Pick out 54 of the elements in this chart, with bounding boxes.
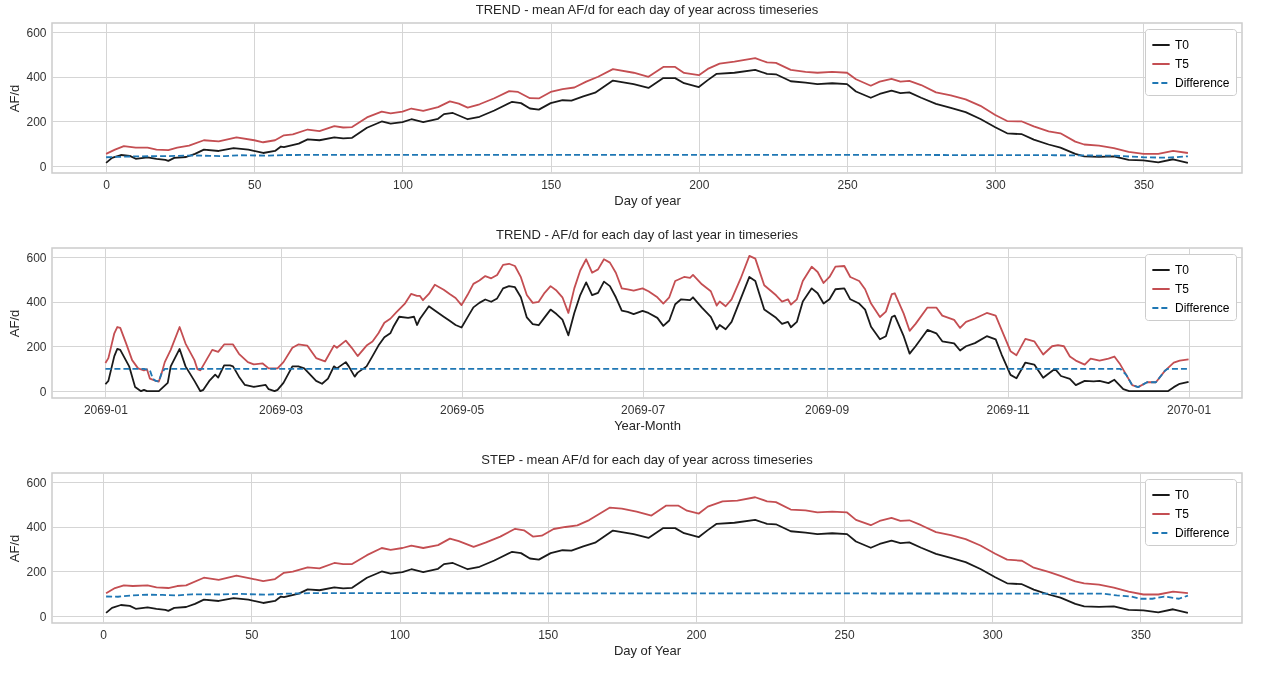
- x-tick-label: 2069-07: [621, 402, 666, 417]
- line-series: [104, 367, 1190, 389]
- y-tick-label: 400: [26, 295, 47, 310]
- x-tick-label: 2069-01: [83, 402, 129, 417]
- x-tick-label: 150: [541, 177, 562, 192]
- legend-label: Difference: [1175, 526, 1230, 540]
- legend-label: T5: [1175, 282, 1190, 296]
- x-tick-label: 0: [100, 627, 108, 642]
- x-tick-label: 50: [248, 177, 262, 192]
- x-axis-title: Day of Year: [613, 642, 682, 658]
- y-tick-label: 200: [26, 339, 47, 354]
- y-tick-label: 0: [39, 384, 47, 399]
- x-tick-label: 50: [245, 627, 259, 642]
- legend-label: T0: [1175, 488, 1190, 502]
- legend-label: T5: [1175, 507, 1190, 521]
- chart-title: TREND - AF/d for each day of last year in timeseries: [496, 227, 799, 242]
- x-tick-label: 2069-03: [258, 402, 304, 417]
- y-axis-title: AF/d: [7, 84, 23, 113]
- x-tick-label: 250: [837, 177, 858, 192]
- y-axis-title: AF/d: [7, 309, 23, 338]
- y-axis-title: AF/d: [7, 534, 23, 563]
- x-tick-label: 150: [538, 627, 559, 642]
- x-axis-title: Day of year: [614, 192, 682, 208]
- x-tick-label: 2069-11: [986, 402, 1030, 417]
- legend-label: Difference: [1175, 76, 1230, 90]
- x-tick-label: 200: [689, 177, 710, 192]
- y-tick-label: 0: [39, 609, 47, 624]
- legend-label: T0: [1175, 38, 1190, 52]
- y-tick-label: 400: [26, 70, 47, 85]
- x-tick-label: 2069-09: [805, 402, 850, 417]
- x-tick-label: 2069-05: [440, 402, 485, 417]
- y-tick-label: 400: [26, 520, 47, 535]
- x-tick-label: 200: [686, 627, 707, 642]
- x-tick-label: 300: [982, 627, 1004, 642]
- x-tick-label: 0: [103, 177, 111, 192]
- chart-title: STEP - mean AF/d for each day of year across timeseries: [481, 452, 814, 467]
- x-tick-label: 250: [834, 627, 855, 642]
- y-tick-label: 600: [26, 25, 47, 40]
- x-tick-label: 350: [1133, 177, 1155, 192]
- legend-label: T0: [1175, 263, 1190, 277]
- x-tick-label: 2070-01: [1167, 402, 1212, 417]
- legend-label: T5: [1175, 57, 1190, 71]
- x-tick-label: 100: [390, 627, 411, 642]
- y-tick-label: 200: [26, 114, 47, 129]
- x-tick-label: 100: [392, 177, 414, 192]
- y-tick-label: 600: [26, 250, 47, 265]
- y-tick-label: 200: [26, 564, 47, 579]
- x-tick-label: 350: [1130, 627, 1152, 642]
- y-tick-label: 600: [26, 475, 47, 490]
- x-axis-title: Year-Month: [614, 417, 681, 433]
- chart-title: TREND - mean AF/d for each day of year across timeseries: [475, 2, 819, 17]
- y-tick-label: 0: [39, 159, 47, 174]
- x-tick-label: 300: [985, 177, 1007, 192]
- legend-label: Difference: [1175, 301, 1230, 315]
